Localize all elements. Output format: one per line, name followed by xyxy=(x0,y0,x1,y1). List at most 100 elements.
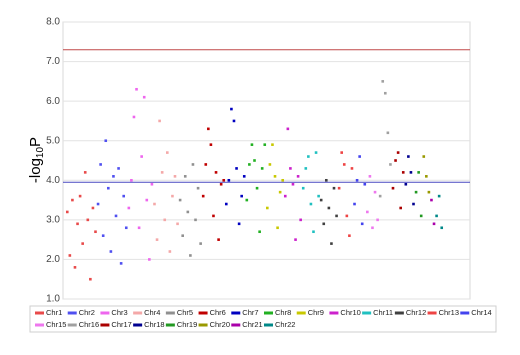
y-tick-label: 2.0 xyxy=(46,254,60,265)
point xyxy=(163,218,167,222)
point xyxy=(135,87,138,91)
point xyxy=(132,115,136,119)
legend-label: Chr14 xyxy=(471,308,491,317)
point xyxy=(394,159,397,162)
point xyxy=(268,163,272,166)
legend-label: Chr3 xyxy=(111,308,127,317)
y-tick-label: 3.0 xyxy=(46,214,60,225)
point xyxy=(107,186,110,190)
point xyxy=(81,242,84,245)
point xyxy=(91,206,95,210)
legend-label: Chr9 xyxy=(308,308,324,317)
point xyxy=(263,143,267,146)
point xyxy=(281,178,285,182)
point xyxy=(266,206,269,210)
point xyxy=(96,202,100,206)
point xyxy=(299,218,302,222)
point xyxy=(222,178,226,182)
legend-label: Chr6 xyxy=(210,308,226,317)
point xyxy=(437,194,441,198)
point xyxy=(260,167,264,170)
point xyxy=(348,234,351,237)
point xyxy=(250,143,254,146)
point xyxy=(340,151,343,154)
point xyxy=(440,226,444,230)
y-label-end: P xyxy=(27,137,44,147)
point xyxy=(353,202,356,206)
point xyxy=(283,194,287,198)
legend-label: Chr22 xyxy=(275,320,295,329)
point xyxy=(389,163,392,166)
legend-label: Chr2 xyxy=(79,308,95,317)
point xyxy=(181,234,184,237)
point xyxy=(322,222,326,226)
point xyxy=(276,226,279,230)
point xyxy=(117,167,120,170)
legend-label: Chr21 xyxy=(242,320,262,329)
legend-label: Chr11 xyxy=(373,308,393,317)
point xyxy=(314,151,318,154)
point xyxy=(201,194,205,198)
point xyxy=(307,155,310,158)
point xyxy=(273,175,277,178)
point xyxy=(153,202,156,206)
point xyxy=(183,175,187,178)
y-tick-label: 8.0 xyxy=(46,17,60,28)
point xyxy=(178,198,182,202)
point xyxy=(335,214,338,218)
point xyxy=(345,214,349,218)
point xyxy=(94,230,97,234)
point xyxy=(404,182,408,186)
point xyxy=(137,226,141,230)
point xyxy=(124,226,128,230)
y-tick-label: 7.0 xyxy=(46,56,60,67)
point xyxy=(286,127,290,131)
point xyxy=(168,250,172,253)
y-tick-label: 1.0 xyxy=(46,294,60,305)
point xyxy=(381,80,385,83)
y-tick-label: 5.0 xyxy=(46,135,60,146)
point xyxy=(101,234,105,237)
point xyxy=(291,182,295,186)
point xyxy=(65,210,69,214)
point xyxy=(189,254,192,257)
point xyxy=(214,171,218,174)
point xyxy=(158,119,161,123)
point xyxy=(258,230,261,234)
point xyxy=(414,190,418,194)
point xyxy=(68,254,72,257)
point xyxy=(171,194,174,198)
point xyxy=(232,119,236,123)
point xyxy=(109,250,113,253)
y-axis-label: -log10P xyxy=(27,137,46,183)
point xyxy=(235,167,238,170)
y-tick-label: 4.0 xyxy=(46,175,60,186)
point xyxy=(142,95,146,99)
point xyxy=(312,230,315,234)
point xyxy=(327,206,331,210)
point xyxy=(407,155,410,158)
legend-label: Chr17 xyxy=(111,320,131,329)
point xyxy=(368,175,372,178)
point xyxy=(337,186,341,190)
point xyxy=(73,266,77,269)
point xyxy=(207,127,210,131)
point xyxy=(255,186,259,190)
legend-label: Chr20 xyxy=(210,320,230,329)
point xyxy=(196,186,200,190)
point xyxy=(86,218,90,222)
point xyxy=(363,182,367,186)
point xyxy=(417,171,420,174)
legend-label: Chr7 xyxy=(242,308,258,317)
point xyxy=(240,194,243,198)
point xyxy=(140,155,143,158)
point xyxy=(294,238,297,241)
point xyxy=(148,258,151,261)
point xyxy=(245,198,249,202)
point xyxy=(432,222,436,226)
point xyxy=(304,167,308,170)
plot-area xyxy=(62,21,471,300)
point xyxy=(427,190,431,194)
